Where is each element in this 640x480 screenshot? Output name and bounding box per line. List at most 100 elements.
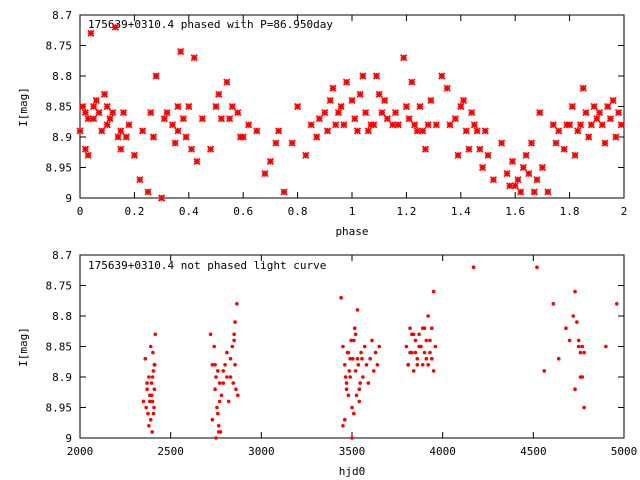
- unphased-y-tick-label: 9: [65, 432, 72, 445]
- unphased-data-point: [341, 344, 345, 349]
- phased-data-point: [511, 182, 519, 190]
- phased-data-point: [566, 121, 574, 129]
- unphased-x-tick-label: 4000: [429, 445, 456, 458]
- unphased-data-point: [143, 356, 148, 361]
- unphased-data-point: [232, 332, 236, 337]
- phased-data-point: [223, 78, 231, 86]
- unphased-x-ticks: 2000 2500 3000 3500 4000 4500 5000: [67, 255, 637, 458]
- phased-data-point: [217, 115, 226, 123]
- unphased-data-point: [428, 350, 432, 355]
- unphased-data-point: [355, 356, 360, 361]
- unphased-y-tick-label: 8.8: [52, 310, 72, 323]
- unphased-data-point: [377, 344, 382, 349]
- phased-x-tick-label: 1.8: [560, 205, 580, 218]
- unphased-data-points: [141, 265, 619, 440]
- phased-data-point: [451, 115, 459, 123]
- unphased-x-tick-label: 2500: [157, 445, 184, 458]
- phased-data-point: [419, 127, 427, 135]
- unphased-data-point: [341, 424, 345, 428]
- unphased-data-point: [431, 369, 436, 373]
- phased-data-point: [315, 115, 323, 123]
- unphased-x-tick-label: 3500: [339, 445, 366, 458]
- phased-data-point: [484, 151, 492, 159]
- unphased-data-point: [147, 375, 151, 379]
- phased-data-point: [517, 188, 525, 196]
- phased-data-point: [117, 145, 125, 153]
- unphased-data-point: [343, 375, 348, 379]
- unphased-data-point: [429, 326, 434, 331]
- phased-data-point: [590, 102, 598, 111]
- unphased-data-point: [228, 375, 233, 379]
- phased-x-axis-label: phase: [335, 225, 368, 238]
- unphased-data-point: [346, 393, 351, 398]
- unphased-data-point: [152, 363, 157, 367]
- unphased-data-point: [359, 350, 363, 355]
- phased-data-point: [364, 127, 372, 135]
- phased-data-point: [481, 127, 489, 135]
- phased-data-point: [302, 151, 310, 159]
- unphased-data-point: [582, 350, 586, 355]
- unphased-data-point: [216, 411, 220, 416]
- unphased-data-point: [567, 338, 572, 343]
- unphased-data-point: [420, 363, 425, 367]
- phased-data-point: [571, 151, 579, 159]
- unphased-data-point: [351, 356, 355, 361]
- unphased-x-tick-label: 3000: [248, 445, 275, 458]
- unphased-data-point: [150, 399, 155, 404]
- phased-data-point: [114, 133, 122, 141]
- unphased-data-point: [426, 314, 430, 318]
- phased-data-point: [84, 151, 92, 159]
- phased-data-point: [193, 157, 201, 165]
- unphased-data-point: [152, 405, 156, 410]
- unphased-data-point: [145, 381, 149, 385]
- phased-data-point: [446, 121, 454, 129]
- unphased-data-point: [217, 381, 222, 385]
- unphased-data-point: [571, 314, 576, 318]
- unphased-data-point: [145, 387, 149, 392]
- unphased-data-point: [225, 350, 229, 355]
- unphased-data-point: [357, 387, 362, 392]
- phased-data-point: [538, 163, 546, 172]
- phased-x-tick-label: 2: [621, 205, 628, 218]
- phased-data-point: [606, 115, 614, 123]
- unphased-data-point: [233, 320, 237, 324]
- phased-data-point: [383, 115, 391, 123]
- unphased-data-point: [542, 369, 547, 373]
- phased-data-point: [152, 72, 160, 80]
- phased-data-point: [372, 72, 381, 80]
- unphased-data-point: [208, 332, 213, 337]
- phased-data-point: [530, 188, 538, 196]
- phased-data-point: [198, 115, 206, 123]
- phased-data-point: [147, 109, 155, 117]
- unphased-data-point: [368, 356, 372, 361]
- unphased-data-point: [422, 350, 427, 355]
- unphased-data-point: [210, 417, 215, 422]
- unphased-data-point: [151, 350, 155, 355]
- phased-x-tick-label: 0: [77, 205, 84, 218]
- unphased-data-point: [419, 344, 423, 349]
- phased-data-point: [245, 121, 253, 129]
- phased-data-point: [253, 127, 261, 135]
- unphased-data-point: [360, 356, 364, 361]
- phased-data-point: [522, 151, 530, 159]
- phased-data-point: [294, 102, 302, 111]
- phased-data-point: [92, 96, 100, 104]
- phased-x-tick-label: 0.2: [124, 205, 144, 218]
- phased-x-tick-label: 1: [349, 205, 356, 218]
- phased-data-point: [394, 121, 402, 129]
- phased-data-point: [313, 133, 321, 141]
- phased-data-point: [149, 133, 158, 141]
- phased-data-point: [212, 102, 220, 111]
- unphased-data-point: [424, 338, 429, 343]
- unphased-data-point: [576, 338, 581, 343]
- unphased-data-point: [150, 375, 155, 379]
- phased-y-tick-label: 8.95: [46, 162, 73, 175]
- phased-data-point: [76, 127, 84, 135]
- phased-x-tick-label: 1.6: [505, 205, 525, 218]
- phased-data-point: [378, 109, 386, 117]
- unphased-data-point: [580, 344, 585, 349]
- phased-data-point: [87, 29, 95, 37]
- phased-data-point: [307, 121, 315, 129]
- phased-data-point: [413, 127, 421, 135]
